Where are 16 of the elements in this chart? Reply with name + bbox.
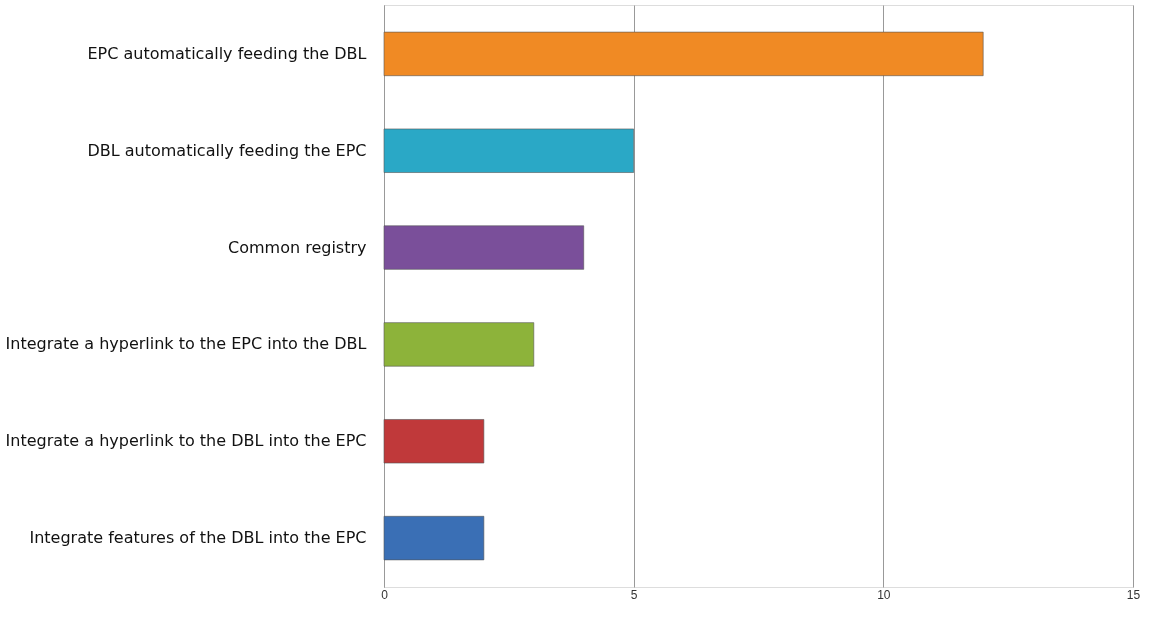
x-tick-label: 5: [630, 587, 638, 602]
bar: [383, 419, 485, 464]
x-tick-label: 15: [1126, 587, 1141, 602]
y-tick-label: Common registry: [228, 237, 367, 257]
y-tick-label: EPC automatically feeding the DBL: [87, 43, 367, 63]
x-tick-label: 10: [877, 587, 891, 602]
bar: [383, 322, 535, 367]
x-tick-label: 0: [381, 587, 389, 602]
y-tick-label: Integrate a hyperlink to the EPC into the DBL: [5, 334, 367, 354]
bar: [383, 225, 585, 270]
y-tick-label: Integrate features of the DBL into the EPC: [29, 528, 367, 548]
bar: [383, 128, 634, 173]
y-tick-label: DBL automatically feeding the EPC: [87, 140, 367, 160]
bar: [383, 31, 984, 76]
bar: [383, 516, 485, 561]
y-tick-label: Integrate a hyperlink to the DBL into the EPC: [5, 431, 367, 451]
